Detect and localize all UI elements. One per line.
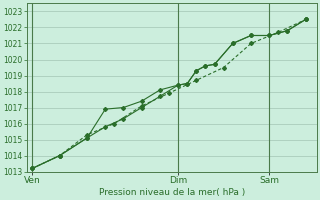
X-axis label: Pression niveau de la mer( hPa ): Pression niveau de la mer( hPa ) — [99, 188, 245, 197]
